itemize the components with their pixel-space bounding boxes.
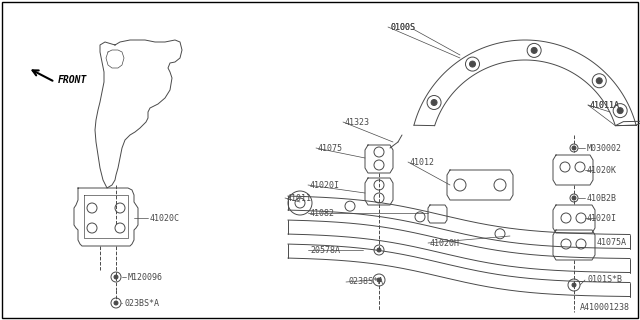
Text: 41323: 41323	[345, 117, 370, 126]
Text: 41011: 41011	[287, 194, 312, 203]
Text: 0101S*B: 0101S*B	[587, 276, 622, 284]
Text: 41020K: 41020K	[587, 165, 617, 174]
Circle shape	[572, 146, 576, 150]
Text: 023BS*A: 023BS*A	[124, 299, 159, 308]
Text: FRONT: FRONT	[58, 75, 88, 85]
Text: 41020H: 41020H	[430, 238, 460, 247]
Circle shape	[531, 47, 537, 53]
Text: 41020I: 41020I	[587, 213, 617, 222]
Text: 41012: 41012	[410, 157, 435, 166]
Circle shape	[617, 108, 623, 114]
Text: 41020C: 41020C	[150, 213, 180, 222]
Text: A410001238: A410001238	[580, 303, 630, 312]
Circle shape	[572, 196, 576, 200]
Text: 41020I: 41020I	[310, 180, 340, 189]
Circle shape	[377, 248, 381, 252]
Text: M030002: M030002	[587, 143, 622, 153]
Text: 0100S: 0100S	[390, 22, 415, 31]
Text: 41082: 41082	[310, 209, 335, 218]
Circle shape	[377, 278, 381, 282]
Text: 0238S*A: 0238S*A	[348, 277, 383, 286]
Circle shape	[470, 61, 476, 67]
Text: 41011A: 41011A	[590, 100, 620, 109]
Circle shape	[572, 283, 576, 287]
Text: 41075: 41075	[318, 143, 343, 153]
Circle shape	[114, 301, 118, 305]
Text: 41075A: 41075A	[597, 237, 627, 246]
Text: M120096: M120096	[128, 273, 163, 282]
Text: 41011A: 41011A	[590, 100, 620, 109]
Text: 0100S: 0100S	[390, 22, 415, 31]
Circle shape	[596, 78, 602, 84]
Text: 410B2B: 410B2B	[587, 194, 617, 203]
Circle shape	[431, 100, 437, 106]
Text: 20578A: 20578A	[310, 245, 340, 254]
Circle shape	[114, 275, 118, 279]
